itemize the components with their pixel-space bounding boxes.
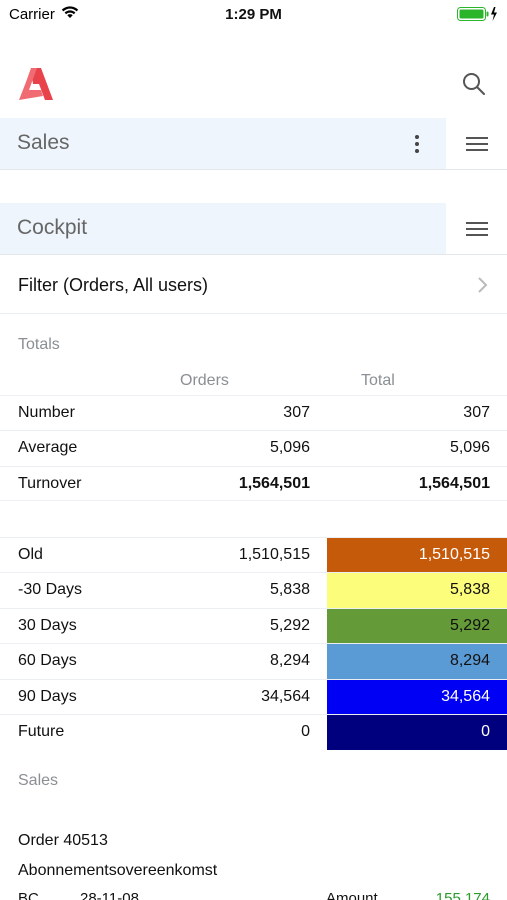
total-color-cell: 5,292 — [327, 609, 507, 644]
chevron-right-icon — [478, 277, 488, 293]
totals-row-number: Number 307 307 — [0, 395, 507, 430]
battery-icon — [457, 7, 497, 21]
hamburger-menu-icon[interactable] — [464, 132, 490, 156]
filter-row[interactable]: Filter (Orders, All users) — [0, 256, 507, 314]
row-label: Average — [18, 439, 78, 456]
order-details-line: BC 28-11-08 Amount 155,174 — [0, 890, 507, 900]
carrier-label: Carrier — [9, 6, 55, 23]
total-color-cell: 8,294 — [327, 644, 507, 679]
total-color-cell: 5,838 — [327, 573, 507, 608]
aging-row-30-days: 30 Days 5,292 5,292 — [0, 608, 507, 644]
orders-value: 5,838 — [269, 581, 310, 598]
aging-row-minus-30-days: -30 Days 5,838 5,838 — [0, 572, 507, 608]
total-value: 5,292 — [449, 617, 490, 634]
aging-row-old: Old 1,510,515 1,510,515 — [0, 537, 507, 573]
orders-value: 8,294 — [269, 652, 310, 669]
cockpit-section-header[interactable]: Cockpit — [0, 203, 507, 255]
orders-value: 0 — [301, 723, 310, 740]
orders-value: 307 — [283, 404, 310, 421]
totals-row-turnover: Turnover 1,564,501 1,564,501 — [0, 466, 507, 501]
total-value: 1,564,501 — [418, 475, 490, 492]
filter-label: Filter (Orders, All users) — [18, 275, 209, 295]
totals-caption: Totals — [18, 336, 60, 353]
app-bar — [0, 55, 507, 115]
column-header-total: Total — [361, 372, 395, 389]
amount-label: Amount — [326, 890, 378, 900]
row-label: 30 Days — [18, 617, 77, 634]
amount-value: 155,174 — [435, 890, 490, 900]
total-value: 1,510,515 — [418, 546, 490, 563]
total-value: 5,096 — [449, 439, 490, 456]
row-label: Old — [18, 546, 43, 563]
sales-title: Sales — [17, 131, 70, 154]
order-date: 28-11-08 — [80, 890, 139, 900]
sales-title-area[interactable]: Sales — [0, 118, 446, 169]
app-logo-icon[interactable] — [17, 68, 53, 100]
orders-value: 5,096 — [269, 439, 310, 456]
sales-section-header[interactable]: Sales — [0, 118, 507, 170]
row-label: 60 Days — [18, 652, 77, 669]
orders-value: 34,564 — [261, 688, 310, 705]
order-title: Order 40513 — [18, 832, 108, 849]
row-label: 90 Days — [18, 688, 77, 705]
row-label: Turnover — [18, 475, 82, 492]
total-value: 0 — [481, 723, 490, 740]
totals-row-average: Average 5,096 5,096 — [0, 430, 507, 465]
search-icon[interactable] — [461, 71, 487, 97]
total-color-cell: 0 — [327, 715, 507, 750]
total-color-cell: 34,564 — [327, 680, 507, 715]
aging-row-90-days: 90 Days 34,564 34,564 — [0, 679, 507, 715]
cockpit-title: Cockpit — [17, 216, 88, 239]
orders-value: 1,510,515 — [238, 546, 310, 563]
row-label: Future — [18, 723, 65, 740]
sales-caption: Sales — [18, 772, 59, 789]
total-value: 34,564 — [441, 688, 490, 705]
aging-row-60-days: 60 Days 8,294 8,294 — [0, 643, 507, 679]
hamburger-menu-icon[interactable] — [464, 217, 490, 241]
cockpit-title-area[interactable]: Cockpit — [0, 203, 446, 254]
total-value: 8,294 — [449, 652, 490, 669]
total-value: 5,838 — [449, 581, 490, 598]
wifi-icon — [61, 6, 79, 18]
column-header-orders: Orders — [180, 372, 229, 389]
row-label: Number — [18, 404, 75, 421]
more-options-icon[interactable] — [407, 132, 427, 156]
order-type: Abonnementsovereenkomst — [18, 862, 218, 879]
row-label: -30 Days — [18, 581, 83, 598]
clock-label: 1:29 PM — [225, 6, 282, 23]
status-bar: Carrier 1:29 PM — [0, 0, 507, 28]
total-value: 307 — [463, 404, 490, 421]
aging-row-future: Future 0 0 — [0, 714, 507, 750]
orders-value: 1,564,501 — [238, 475, 310, 492]
total-color-cell: 1,510,515 — [327, 538, 507, 573]
order-code: BC — [18, 890, 39, 900]
orders-value: 5,292 — [269, 617, 310, 634]
